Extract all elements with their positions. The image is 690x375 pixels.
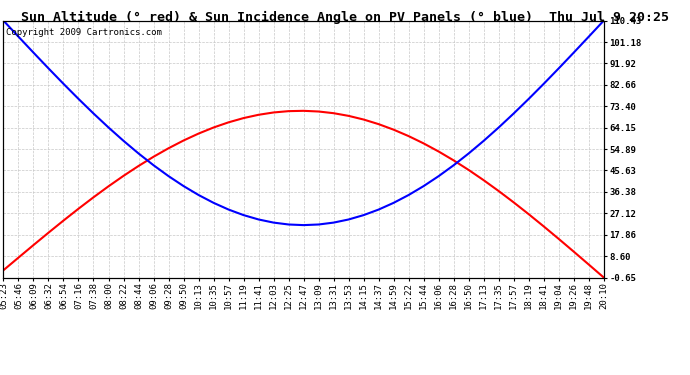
Text: Copyright 2009 Cartronics.com: Copyright 2009 Cartronics.com [6, 28, 162, 38]
Text: Sun Altitude (° red) & Sun Incidence Angle on PV Panels (° blue)  Thu Jul 9 20:2: Sun Altitude (° red) & Sun Incidence Ang… [21, 11, 669, 24]
